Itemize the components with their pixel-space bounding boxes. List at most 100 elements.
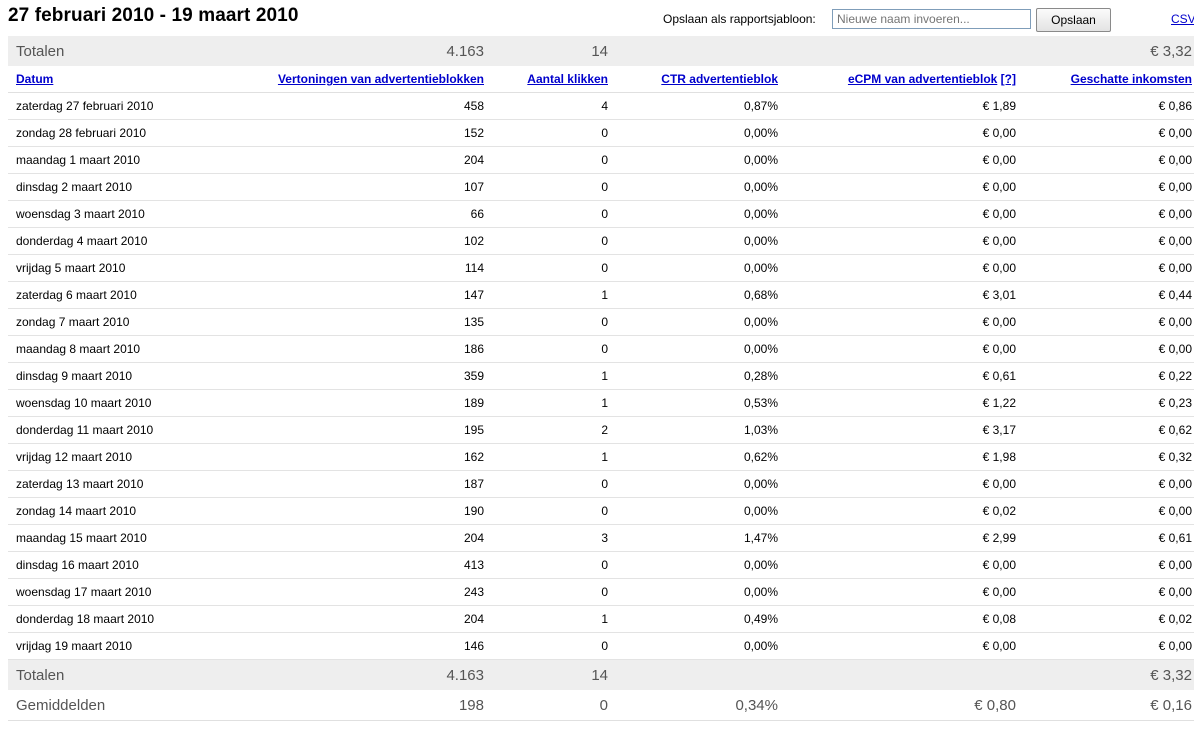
cell-ctr: 0,53% xyxy=(610,389,780,417)
cell-ecpm: € 0,00 xyxy=(780,551,1018,579)
totals-ctr xyxy=(610,659,780,690)
cell-clicks: 1 xyxy=(486,389,610,417)
cell-earnings: € 0,86 xyxy=(1018,92,1194,120)
averages-impressions: 198 xyxy=(200,690,486,721)
sort-link-ecpm[interactable]: eCPM van advertentieblok xyxy=(847,72,998,86)
cell-clicks: 0 xyxy=(486,227,610,255)
save-template-label: Opslaan als rapportsjabloon: xyxy=(663,12,816,26)
cell-date: zondag 28 februari 2010 xyxy=(8,119,200,147)
column-header-earnings[interactable]: Geschatte inkomsten xyxy=(1018,66,1194,93)
sort-link-earnings[interactable]: Geschatte inkomsten xyxy=(1070,72,1192,86)
cell-ecpm: € 0,02 xyxy=(780,497,1018,525)
table-row: maandag 1 maart 2010 204 0 0,00% € 0,00 € 0,0… xyxy=(8,146,1194,174)
template-name-input[interactable] xyxy=(832,9,1031,29)
cell-ecpm: € 3,17 xyxy=(780,416,1018,444)
cell-clicks: 0 xyxy=(486,173,610,201)
cell-date: donderdag 18 maart 2010 xyxy=(8,605,200,633)
column-header-ecpm[interactable]: eCPM van advertentieblok [?] xyxy=(780,66,1018,93)
cell-ecpm: € 1,89 xyxy=(780,92,1018,120)
report-table: Totalen 4.163 14 € 3,32 Datum Vertoninge… xyxy=(8,36,1194,721)
column-header-ctr[interactable]: CTR advertentieblok xyxy=(610,66,780,93)
cell-date: maandag 8 maart 2010 xyxy=(8,335,200,363)
cell-impressions: 243 xyxy=(200,578,486,606)
column-header-date[interactable]: Datum xyxy=(8,66,200,93)
column-header-clicks[interactable]: Aantal klikken xyxy=(486,66,610,93)
cell-ecpm: € 0,00 xyxy=(780,200,1018,228)
table-row: vrijdag 12 maart 2010 162 1 0,62% € 1,98 € 0,… xyxy=(8,443,1194,471)
cell-clicks: 0 xyxy=(486,254,610,282)
cell-ecpm: € 0,08 xyxy=(780,605,1018,633)
averages-earnings: € 0,16 xyxy=(1018,690,1194,721)
cell-impressions: 195 xyxy=(200,416,486,444)
cell-ctr: 0,00% xyxy=(610,227,780,255)
totals-ecpm xyxy=(780,36,1018,66)
cell-date: vrijdag 12 maart 2010 xyxy=(8,443,200,471)
table-row: zondag 28 februari 2010 152 0 0,00% € 0,00 € … xyxy=(8,119,1194,147)
save-button[interactable]: Opslaan xyxy=(1036,8,1111,32)
cell-date: vrijdag 5 maart 2010 xyxy=(8,254,200,282)
column-header-impressions[interactable]: Vertoningen van advertentieblokken xyxy=(200,66,486,93)
sort-link-date[interactable]: Datum xyxy=(16,72,54,86)
ecpm-help-link[interactable]: [?] xyxy=(1000,72,1016,86)
table-row: zaterdag 6 maart 2010 147 1 0,68% € 3,01 € 0,… xyxy=(8,281,1194,309)
cell-ecpm: € 0,00 xyxy=(780,227,1018,255)
cell-ecpm: € 0,00 xyxy=(780,335,1018,363)
totals-clicks: 14 xyxy=(486,659,610,690)
table-row: zondag 14 maart 2010 190 0 0,00% € 0,02 € 0,0… xyxy=(8,497,1194,525)
cell-clicks: 4 xyxy=(486,92,610,120)
cell-earnings: € 0,00 xyxy=(1018,578,1194,606)
cell-impressions: 147 xyxy=(200,281,486,309)
totals-earnings: € 3,32 xyxy=(1018,36,1194,66)
table-row: maandag 8 maart 2010 186 0 0,00% € 0,00 € 0,0… xyxy=(8,335,1194,363)
cell-date: zaterdag 27 februari 2010 xyxy=(8,92,200,120)
totals-earnings: € 3,32 xyxy=(1018,659,1194,690)
cell-ecpm: € 2,99 xyxy=(780,524,1018,552)
totals-impressions: 4.163 xyxy=(200,36,486,66)
cell-ecpm: € 0,00 xyxy=(780,578,1018,606)
sort-link-impressions[interactable]: Vertoningen van advertentieblokken xyxy=(277,72,484,86)
cell-date: donderdag 11 maart 2010 xyxy=(8,416,200,444)
totals-ctr xyxy=(610,36,780,66)
table-row: dinsdag 2 maart 2010 107 0 0,00% € 0,00 € 0,0… xyxy=(8,173,1194,201)
cell-clicks: 0 xyxy=(486,200,610,228)
cell-earnings: € 0,00 xyxy=(1018,470,1194,498)
totals-ecpm xyxy=(780,659,1018,690)
cell-clicks: 0 xyxy=(486,578,610,606)
cell-date: zaterdag 13 maart 2010 xyxy=(8,470,200,498)
cell-impressions: 413 xyxy=(200,551,486,579)
cell-clicks: 0 xyxy=(486,497,610,525)
cell-date: woensdag 3 maart 2010 xyxy=(8,200,200,228)
table-row: maandag 15 maart 2010 204 3 1,47% € 2,99 € 0,… xyxy=(8,524,1194,552)
cell-ctr: 0,00% xyxy=(610,173,780,201)
cell-impressions: 114 xyxy=(200,254,486,282)
cell-ecpm: € 0,00 xyxy=(780,632,1018,660)
sort-link-ctr[interactable]: CTR advertentieblok xyxy=(661,72,778,86)
cell-impressions: 107 xyxy=(200,173,486,201)
cell-date: dinsdag 2 maart 2010 xyxy=(8,173,200,201)
cell-clicks: 0 xyxy=(486,335,610,363)
cell-earnings: € 0,00 xyxy=(1018,227,1194,255)
cell-ctr: 0,00% xyxy=(610,335,780,363)
averages-row: Gemiddelden 198 0 0,34% € 0,80 € 0,16 xyxy=(8,690,1194,721)
cell-ecpm: € 0,00 xyxy=(780,146,1018,174)
cell-date: woensdag 17 maart 2010 xyxy=(8,578,200,606)
cell-impressions: 102 xyxy=(200,227,486,255)
cell-date: vrijdag 19 maart 2010 xyxy=(8,632,200,660)
cell-impressions: 135 xyxy=(200,308,486,336)
table-row: donderdag 11 maart 2010 195 2 1,03% € 3,17 € … xyxy=(8,416,1194,444)
cell-earnings: € 0,61 xyxy=(1018,524,1194,552)
csv-export-link[interactable]: CSV xyxy=(1171,12,1194,26)
cell-earnings: € 0,00 xyxy=(1018,551,1194,579)
cell-clicks: 0 xyxy=(486,551,610,579)
table-row: dinsdag 9 maart 2010 359 1 0,28% € 0,61 € 0,2… xyxy=(8,362,1194,390)
cell-impressions: 186 xyxy=(200,335,486,363)
table-row: woensdag 3 maart 2010 66 0 0,00% € 0,00 € 0,0… xyxy=(8,200,1194,228)
cell-impressions: 190 xyxy=(200,497,486,525)
sort-link-clicks[interactable]: Aantal klikken xyxy=(527,72,608,86)
cell-impressions: 204 xyxy=(200,146,486,174)
cell-clicks: 2 xyxy=(486,416,610,444)
cell-earnings: € 0,32 xyxy=(1018,443,1194,471)
cell-clicks: 0 xyxy=(486,632,610,660)
cell-date: zaterdag 6 maart 2010 xyxy=(8,281,200,309)
table-row: donderdag 18 maart 2010 204 1 0,49% € 0,08 € … xyxy=(8,605,1194,633)
